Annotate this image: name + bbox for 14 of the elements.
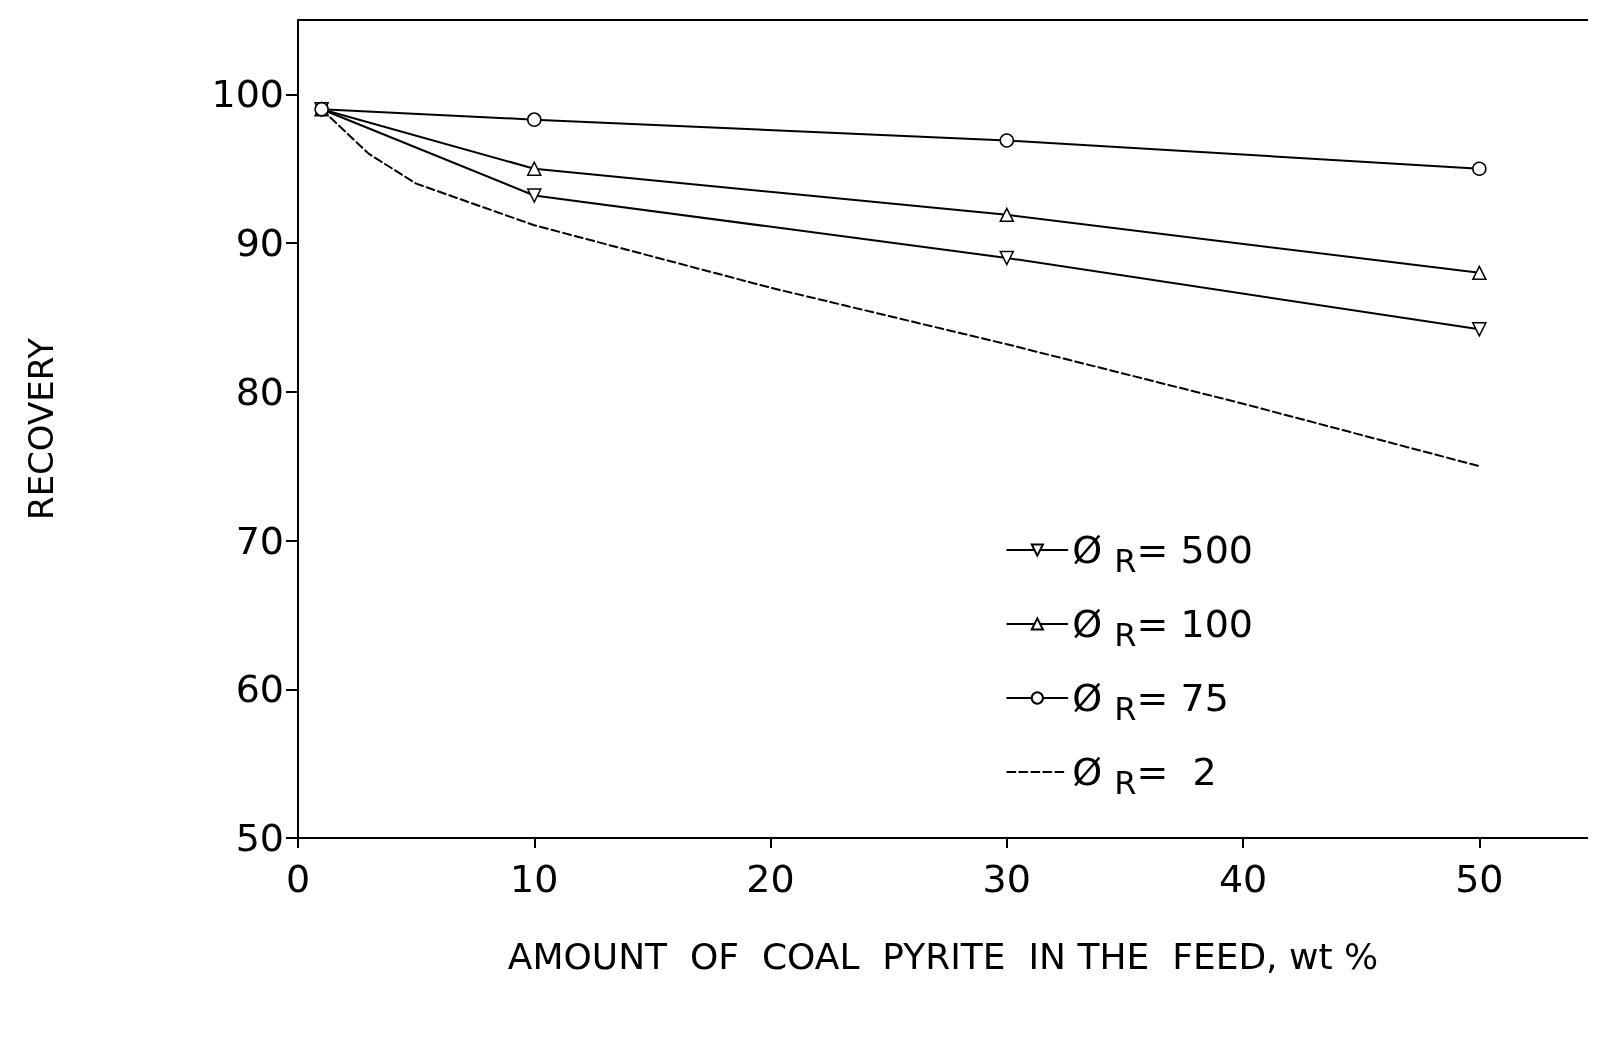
y-axis-title: RECOVERY: [21, 337, 61, 520]
y-tick-label: 50: [235, 816, 284, 860]
y-tick-label: 70: [235, 518, 284, 563]
y-tick-label: 100: [211, 72, 284, 117]
y-tick-label: 90: [235, 221, 284, 266]
x-tick-label: 40: [1218, 857, 1268, 901]
x-tick-label: 20: [746, 857, 795, 901]
y-tick-label: 80: [235, 369, 284, 414]
x-axis-title: AMOUNT OF COAL PYRITE IN THE FEED, wt %: [507, 935, 1379, 977]
x-tick-label: 50: [1455, 857, 1504, 901]
x-tick-label: 30: [982, 857, 1031, 901]
x-tick-label: 10: [510, 857, 559, 901]
y-tick-label: 60: [235, 667, 284, 712]
x-tick-label: 0: [285, 857, 311, 901]
